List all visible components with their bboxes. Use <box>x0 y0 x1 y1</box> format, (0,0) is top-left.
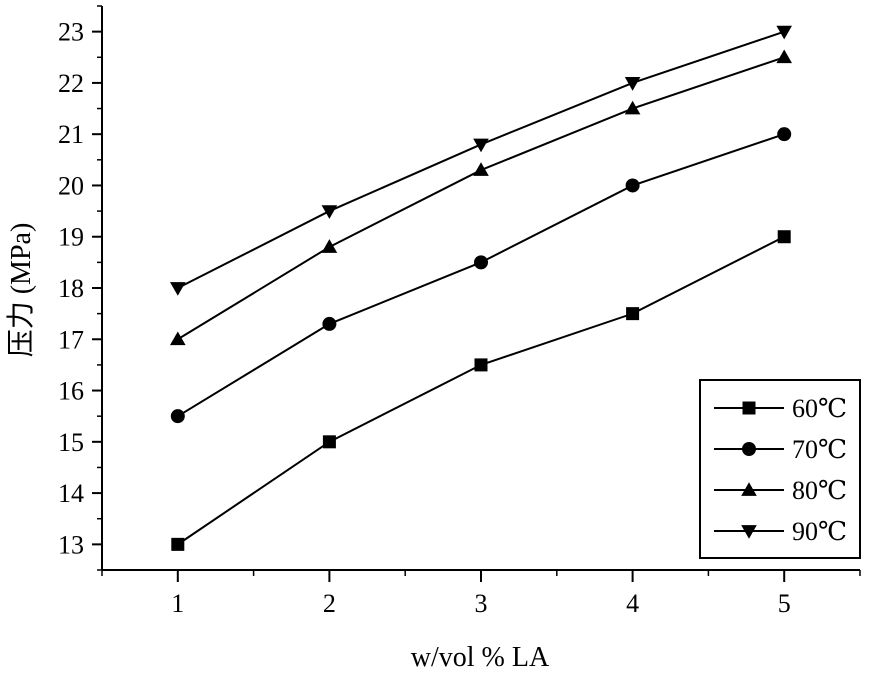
y-tick-label: 15 <box>58 428 84 457</box>
data-point <box>777 127 792 142</box>
legend-label: 80℃ <box>792 476 847 505</box>
data-point <box>474 358 488 372</box>
data-point <box>171 537 185 551</box>
y-tick-label: 19 <box>58 223 84 252</box>
legend-label: 90℃ <box>792 517 847 546</box>
y-tick-label: 17 <box>58 325 84 354</box>
x-tick-label: 4 <box>626 589 639 618</box>
data-point <box>741 525 757 539</box>
data-point <box>741 482 757 496</box>
x-tick-label: 3 <box>475 589 488 618</box>
data-point <box>321 239 338 253</box>
series-line <box>177 56 785 341</box>
x-axis-title: w/vol % LA <box>411 642 550 672</box>
series-layer <box>170 25 792 551</box>
data-point <box>742 442 756 456</box>
data-point <box>624 77 641 91</box>
data-point <box>776 49 792 64</box>
x-tick-label: 5 <box>778 589 791 618</box>
data-point <box>742 401 756 415</box>
y-tick-label: 13 <box>58 530 84 559</box>
data-point <box>321 205 338 219</box>
data-point <box>322 435 336 449</box>
data-point <box>474 255 488 270</box>
data-point <box>624 100 641 115</box>
y-tick-label: 14 <box>58 479 84 508</box>
y-tick-label: 21 <box>58 120 84 149</box>
legend-label: 60℃ <box>792 394 847 423</box>
series-3 <box>170 49 792 346</box>
data-point <box>776 25 792 40</box>
series-1 <box>171 230 791 551</box>
data-point <box>322 316 337 331</box>
y-axis-title: 压力 (MPa) <box>5 223 37 358</box>
series-line <box>177 133 785 418</box>
data-point <box>170 409 185 424</box>
x-tick-label: 2 <box>323 589 336 618</box>
legend: 60℃ 70℃ 80℃ 90℃ <box>699 379 861 559</box>
y-tick-label: 18 <box>58 274 84 303</box>
series-4 <box>170 25 792 296</box>
data-point <box>626 307 640 321</box>
legend-label: 70℃ <box>792 435 847 464</box>
series-line <box>177 30 785 289</box>
data-point <box>170 331 186 346</box>
legend-box <box>699 379 861 559</box>
data-point <box>777 230 791 244</box>
series-2 <box>170 127 792 424</box>
data-point <box>170 282 186 296</box>
y-tick-label: 16 <box>58 377 84 406</box>
y-tick-label: 23 <box>58 18 84 47</box>
data-point <box>473 162 489 176</box>
data-point <box>625 178 640 193</box>
data-point <box>473 138 489 153</box>
x-tick-label: 1 <box>171 589 184 618</box>
y-tick-label: 20 <box>58 171 84 200</box>
y-tick-label: 22 <box>58 69 84 98</box>
